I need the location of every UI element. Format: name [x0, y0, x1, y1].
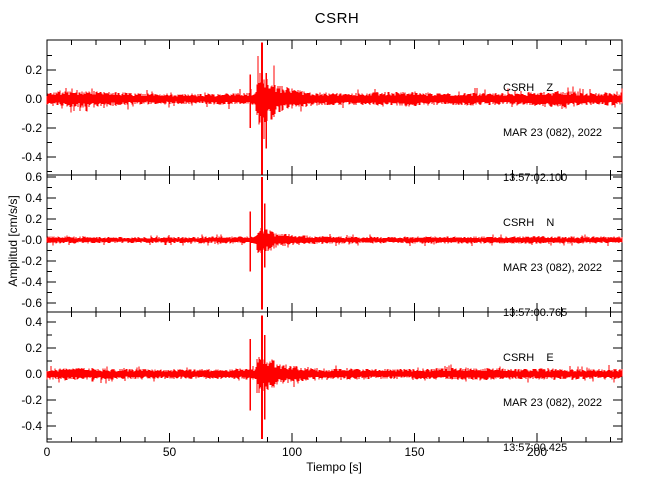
y-tick-label: -0.4 — [21, 419, 42, 433]
station-component-label: CSRH N — [503, 217, 555, 229]
y-tick-label: 0.4 — [25, 191, 42, 205]
y-tick-label: 0.4 — [25, 315, 42, 329]
station-component-label: CSRH Z — [503, 82, 554, 94]
y-tick-label: 0.0 — [25, 92, 42, 106]
panel-annotation-z: CSRH Z MAR 23 (082), 2022 13:57:02.100 — [503, 51, 602, 216]
start-time-label: 13:57:00.425 — [503, 442, 568, 454]
y-tick-label: 0.2 — [25, 341, 42, 355]
date-label: MAR 23 (082), 2022 — [503, 127, 603, 139]
start-time-label: 13:57:02.100 — [503, 172, 568, 184]
page-title: CSRH — [314, 10, 360, 27]
y-tick-label: 0.0 — [25, 367, 42, 381]
date-label: MAR 23 (082), 2022 — [503, 397, 603, 409]
station-component-label: CSRH E — [503, 352, 554, 364]
y-axis-title: Amplitud [cm/s/s] — [6, 195, 20, 287]
x-tick-label: 50 — [163, 445, 177, 459]
panel-annotation-e: CSRH E MAR 23 (082), 2022 13:57:00.425 — [503, 321, 602, 486]
panel-annotation-n: CSRH N MAR 23 (082), 2022 13:57:00.765 — [503, 186, 602, 351]
start-time-label: 13:57:00.765 — [503, 307, 568, 319]
x-tick-label: 0 — [44, 445, 51, 459]
y-tick-label: 0.2 — [25, 63, 42, 77]
x-tick-label: 200 — [527, 445, 547, 459]
y-tick-label: -0.4 — [21, 275, 42, 289]
y-tick-label: -0.2 — [21, 254, 42, 268]
y-tick-label: -0.4 — [21, 150, 42, 164]
waveform-trace-N — [46, 228, 623, 253]
y-tick-label: -0.6 — [21, 296, 42, 310]
y-tick-label: 0.6 — [25, 170, 42, 184]
x-tick-label: 100 — [282, 445, 302, 459]
x-axis-title: Tiempo [s] — [306, 460, 362, 474]
date-label: MAR 23 (082), 2022 — [503, 262, 603, 274]
waveform-trace-Z — [46, 55, 623, 139]
y-tick-label: -0.0 — [21, 233, 42, 247]
y-tick-label: -0.2 — [21, 393, 42, 407]
x-tick-label: 150 — [404, 445, 424, 459]
y-tick-label: 0.2 — [25, 212, 42, 226]
y-tick-label: -0.2 — [21, 121, 42, 135]
waveform-trace-E — [46, 356, 623, 394]
